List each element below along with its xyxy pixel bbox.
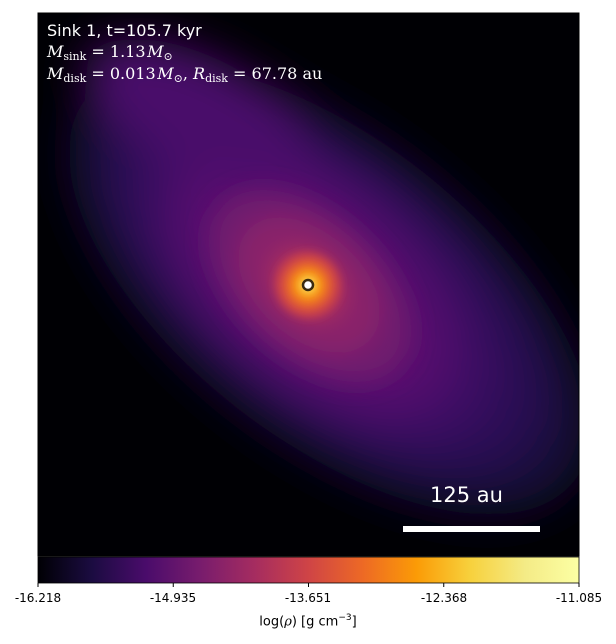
- colorbar-tick-label: -12.368: [420, 591, 468, 605]
- colorbar: [37, 556, 580, 587]
- disk-mass-radius-label: Mdisk = 0.013 M⊙, Rdisk = 67.78 au: [47, 64, 323, 85]
- colorbar-tick-label: -16.218: [14, 591, 62, 605]
- sink-marker: [301, 278, 315, 292]
- sink-mass-label: Msink = 1.13 M⊙: [47, 42, 173, 63]
- colorbar-tick-label: -14.935: [149, 591, 197, 605]
- map-frame: [37, 12, 580, 557]
- colorbar-tick-label: -11.085: [555, 591, 603, 605]
- scalebar-label: 125 au: [430, 483, 503, 507]
- sink-time-label: Sink 1, t=105.7 kyr: [47, 21, 202, 40]
- scalebar: [403, 526, 540, 532]
- density-map: [38, 13, 579, 556]
- colorbar-label: log(ρ) [g cm−3]: [259, 613, 357, 630]
- colorbar-tick-label: -13.651: [284, 591, 332, 605]
